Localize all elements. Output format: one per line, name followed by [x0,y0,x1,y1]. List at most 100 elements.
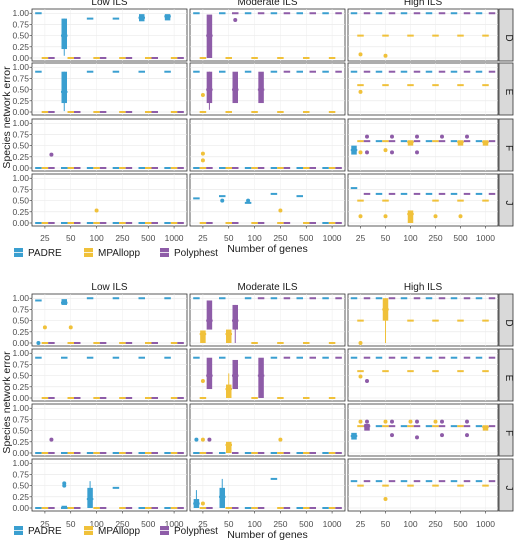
x-tick-label: 500 [299,233,313,243]
facet-strip-label: E [503,89,514,96]
x-tick-label: 25 [356,519,366,529]
outlier-point [200,501,205,506]
panel [189,118,346,172]
outlier-point [383,497,388,502]
panel-frame [347,118,499,172]
panel-frame [31,173,188,227]
outlier-point [358,419,363,424]
panel: 25 50 100 250 500 1000 [189,458,346,529]
outlier-point [358,214,363,219]
panel-frame [347,348,499,402]
column-title: Low ILS [91,0,127,8]
x-tick-label: 25 [356,233,366,243]
panel-frame [189,62,346,116]
x-tick-label: 1000 [476,519,495,529]
box [258,71,264,104]
y-tick-label: 0.00 [12,218,29,228]
outlier-point [49,437,54,442]
legend-label: MPAllopp [98,248,140,259]
legend-label: Polyphest [174,248,218,259]
panel [347,8,499,62]
y-tick-label: 1.00 [12,348,29,358]
outlier-point [458,214,463,219]
panel [347,403,499,457]
outlier-point [383,419,388,424]
y-tick-label: 1.00 [12,118,29,128]
outlier-point [465,433,469,438]
y-tick-label: 0.50 [12,85,29,95]
outlier-point [207,437,212,442]
panel-frame [31,8,188,62]
facet-strip-label: F [503,430,514,436]
x-tick-label: 50 [381,519,391,529]
outlier-point [358,150,363,155]
y-tick-label: 0.25 [12,492,29,502]
column-title: High ILS [404,282,443,293]
box [226,384,232,398]
outlier-point [278,208,283,213]
y-tick-label: 1.00 [12,403,29,413]
y-tick-label: 0.75 [12,184,29,194]
legend-label: MPAllopp [98,526,140,537]
y-tick-label: 0.50 [12,481,29,491]
box [206,300,213,330]
y-axis-label: Species network error [1,66,13,169]
outlier-point [440,134,444,139]
panel [347,62,499,116]
facet-strip [498,118,514,172]
y-axis-label: Species network error [1,351,13,454]
facet-strip-label: F [503,145,514,151]
box [407,210,414,223]
facet-strip [498,458,514,512]
x-tick-label: 1000 [323,233,342,243]
outlier-point [200,378,205,383]
outlier-point [68,325,73,330]
box [232,304,238,330]
y-tick-label: 0.00 [12,393,29,403]
x-tick-label: 1000 [476,233,495,243]
facet-strip-label: E [503,375,514,382]
y-tick-label: 0.25 [12,96,29,106]
x-tick-label: 500 [299,519,313,529]
box [61,505,67,508]
outlier-point [365,150,369,155]
facet-strip [498,8,514,62]
y-tick-label: 0.25 [12,437,29,447]
y-tick-label: 0.50 [12,371,29,381]
panel-frame [189,118,346,172]
box [226,441,232,453]
x-tick-label: 25 [40,519,50,529]
outlier-point [383,214,388,219]
outlier-point [49,152,54,157]
y-tick-label: 0.50 [12,141,29,151]
y-tick-label: 0.00 [12,107,29,117]
x-tick-label: 500 [453,519,467,529]
box [364,423,370,431]
panel-frame [189,458,346,512]
panel: 25 50 100 250 500 1000 [31,458,188,529]
panel-frame [189,293,346,347]
outlier-point [383,53,388,58]
facet-strip [498,403,514,457]
outlier-point [365,134,369,139]
outlier-point [62,483,67,488]
box [200,330,206,343]
outlier-point [465,134,469,139]
outlier-point [194,437,199,442]
box [232,71,238,104]
panel [189,62,346,116]
legend-label: PADRE [28,248,62,259]
panel [31,348,188,402]
outlier-point [415,435,419,440]
outlier-point [390,150,394,155]
x-axis-label: Number of genes [227,529,308,540]
x-tick-label: 50 [381,233,391,243]
y-tick-label: 1.00 [12,293,29,303]
panel [31,293,188,347]
legend-label: Polyphest [174,526,218,537]
panel-frame [31,403,188,457]
facet-strip [498,293,514,347]
outlier-point [220,198,225,203]
panel-frame [31,118,188,172]
